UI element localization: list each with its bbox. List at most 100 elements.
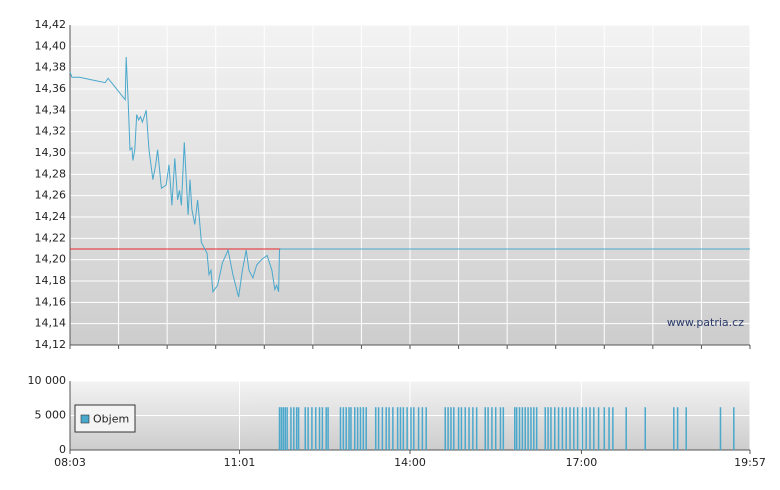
x-tick-label: 08:03 — [54, 456, 86, 469]
volume-bar — [425, 407, 427, 450]
volume-bar — [399, 407, 402, 450]
volume-bar — [464, 407, 466, 450]
volume-bar — [550, 407, 552, 450]
y-tick-label: 5 000 — [35, 409, 67, 422]
x-tick-label: 11:01 — [224, 456, 256, 469]
volume-bar — [447, 407, 449, 450]
volume-bar — [450, 407, 452, 450]
volume-bar — [304, 407, 306, 450]
volume-bar — [491, 407, 493, 450]
volume-bar — [282, 407, 285, 450]
volume-bar — [339, 407, 342, 450]
volume-bar — [345, 407, 347, 450]
volume-bar — [350, 407, 352, 450]
volume-bar — [589, 407, 591, 450]
volume-bar — [603, 407, 606, 450]
volume-bar — [518, 407, 521, 450]
y-tick-label: 14,20 — [35, 253, 67, 266]
volume-bar — [494, 407, 497, 450]
volume-bar — [342, 407, 345, 450]
y-tick-label: 14,36 — [35, 82, 67, 95]
volume-bar — [499, 407, 502, 450]
volume-bar — [565, 407, 567, 450]
y-tick-label: 14,18 — [35, 274, 67, 287]
volume-bar — [307, 407, 309, 450]
volume-bar — [733, 407, 735, 450]
y-tick-label: 10 000 — [28, 374, 67, 387]
volume-bar — [612, 407, 614, 450]
y-tick-label: 14,38 — [35, 61, 67, 74]
volume-bar — [521, 407, 524, 450]
volume-bar — [569, 407, 571, 450]
volume-bar — [365, 407, 367, 450]
volume-bar — [377, 407, 380, 450]
y-tick-label: 14,12 — [35, 338, 67, 351]
watermark: www.patria.cz — [667, 316, 744, 329]
volume-bar — [406, 407, 408, 450]
volume-bar — [644, 407, 646, 450]
volume-bar — [402, 407, 405, 450]
volume-bar — [457, 407, 460, 450]
volume-bar — [359, 407, 362, 450]
volume-bar — [625, 407, 627, 450]
volume-bar — [396, 407, 399, 450]
volume-bar — [280, 407, 283, 450]
volume-bar — [381, 407, 384, 450]
volume-bar — [514, 407, 516, 450]
volume-bar — [278, 407, 281, 450]
volume-bar — [295, 407, 298, 450]
volume-bar — [593, 407, 595, 450]
volume-bar — [417, 407, 420, 450]
volume-bar — [547, 407, 549, 450]
volume-bar — [354, 407, 356, 450]
volume-bar — [362, 407, 365, 450]
volume-bar — [573, 407, 575, 450]
volume-bar — [676, 407, 679, 450]
volume-bar — [385, 407, 387, 450]
volume-bar — [608, 407, 610, 450]
volume-bar — [576, 407, 579, 450]
volume-bar — [460, 407, 463, 450]
volume-bar — [286, 407, 288, 450]
volume-bar — [314, 407, 317, 450]
y-tick-label: 14,26 — [35, 189, 67, 202]
y-tick-label: 14,40 — [35, 39, 67, 52]
y-tick-label: 14,32 — [35, 125, 67, 138]
volume-bar — [392, 407, 394, 450]
volume-bar — [475, 407, 478, 450]
volume-bar — [585, 407, 587, 450]
y-tick-label: 14,28 — [35, 167, 67, 180]
volume-bar — [719, 407, 722, 450]
volume-bar — [487, 407, 489, 450]
volume-bar — [374, 407, 377, 450]
volume-bar — [388, 407, 390, 450]
x-tick-label: 17:00 — [566, 456, 598, 469]
volume-bar — [311, 407, 313, 450]
volume-bar — [597, 407, 600, 450]
volume-bar — [284, 407, 286, 450]
volume-bar — [544, 407, 546, 450]
volume-bar — [421, 407, 424, 450]
volume-bar — [325, 407, 327, 450]
volume-bar — [453, 407, 455, 450]
volume-bar — [413, 407, 415, 450]
volume-bar — [581, 407, 584, 450]
legend-swatch — [80, 414, 90, 424]
volume-bar — [321, 407, 324, 450]
volume-bar — [557, 407, 560, 450]
y-tick-label: 14,22 — [35, 231, 67, 244]
volume-bar — [515, 407, 518, 450]
volume-bar — [524, 407, 526, 450]
volume-bar — [561, 407, 564, 450]
volume-bar — [348, 407, 350, 450]
legend-label: Objem — [93, 413, 129, 426]
y-tick-label: 14,42 — [35, 18, 67, 31]
volume-bar — [484, 407, 486, 450]
volume-bar — [533, 407, 535, 450]
y-tick-label: 14,34 — [35, 103, 67, 116]
volume-bar — [472, 407, 474, 450]
x-tick-label: 19:57 — [734, 456, 766, 469]
volume-bar — [356, 407, 359, 450]
y-tick-label: 14,16 — [35, 295, 67, 308]
